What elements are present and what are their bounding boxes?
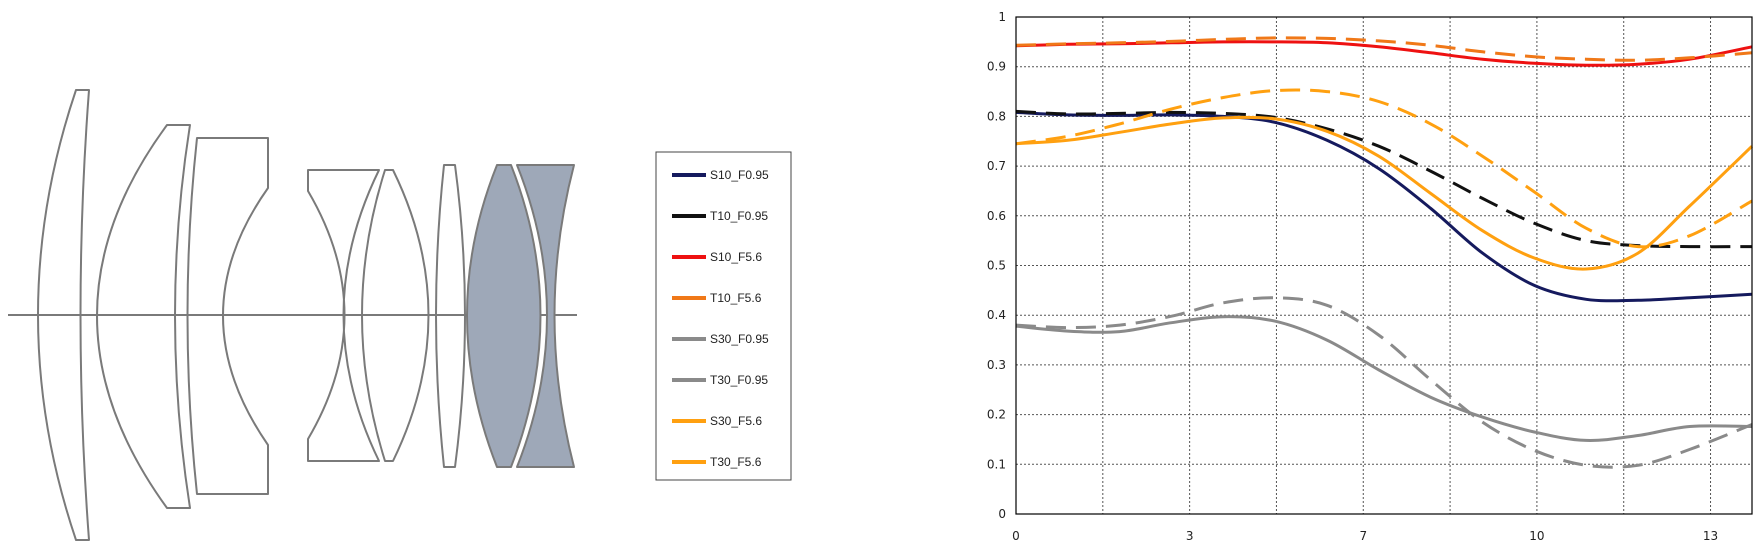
series-line-t30-f5-6 [1015, 88, 1753, 249]
lens-element-1 [37, 89, 90, 541]
plot-area: 00.10.20.30.40.50.60.70.80.910 3 7 10 13 [987, 10, 1754, 543]
legend-label: T10_F0.95 [710, 209, 768, 223]
plot-frame [1015, 16, 1753, 515]
x-tick-label: 3 [1186, 529, 1194, 543]
legend-label: S10_F5.6 [710, 250, 762, 264]
legend-label: S30_F5.6 [710, 414, 762, 428]
series-line-s10-f5-6 [1015, 40, 1753, 67]
legend-box [655, 151, 792, 481]
y-tick-label: 0.9 [987, 60, 1006, 74]
y-tick-label: 0.7 [987, 159, 1006, 173]
legend-label: S30_F0.95 [710, 332, 769, 346]
y-tick-label: 0.5 [987, 259, 1006, 273]
series-line-s30-f5-6 [1015, 115, 1754, 271]
x-tick-label: 7 [1359, 529, 1367, 543]
series-line-s10-f0-95 [1015, 110, 1753, 303]
x-tick-label: 10 [1529, 529, 1544, 543]
legend-label: T10_F5.6 [710, 291, 762, 305]
y-tick-label: 0.8 [987, 109, 1006, 123]
x-tick-label: 0 [1012, 529, 1020, 543]
legend: S10_F0.95 T10_F0.95 S10_F5.6 T10_F5.6 S30_F0… [655, 151, 792, 481]
x-tick-label: 13 [1703, 529, 1718, 543]
y-tick-label: 0.3 [987, 358, 1006, 372]
y-tick-label: 0.1 [987, 457, 1006, 471]
legend-label: T30_F5.6 [710, 455, 762, 469]
y-tick-label: 0.2 [987, 408, 1006, 422]
legend-label: T30_F0.95 [710, 373, 768, 387]
lens-cross-section-diagram [8, 89, 577, 541]
series-line-t10-f5-6 [1015, 36, 1753, 62]
y-tick-label: 0.6 [987, 209, 1006, 223]
lens-element-7 [466, 164, 542, 468]
lens-element-3 [186, 137, 269, 495]
lens-element-8 [516, 164, 575, 468]
series-line-s30-f0-95 [1015, 315, 1753, 442]
y-tick-label: 1 [998, 10, 1006, 24]
lens-element-5 [361, 169, 430, 462]
series-line-t30-f0-95 [1015, 296, 1753, 469]
lens-element-4 [307, 169, 380, 462]
lens-element-2 [96, 124, 191, 509]
y-tick-label: 0.4 [987, 308, 1006, 322]
series-line-t10-f0-95 [1015, 109, 1753, 249]
legend-label: S10_F0.95 [710, 168, 769, 182]
y-tick-label: 0 [998, 507, 1006, 521]
lens-element-6 [435, 164, 466, 468]
